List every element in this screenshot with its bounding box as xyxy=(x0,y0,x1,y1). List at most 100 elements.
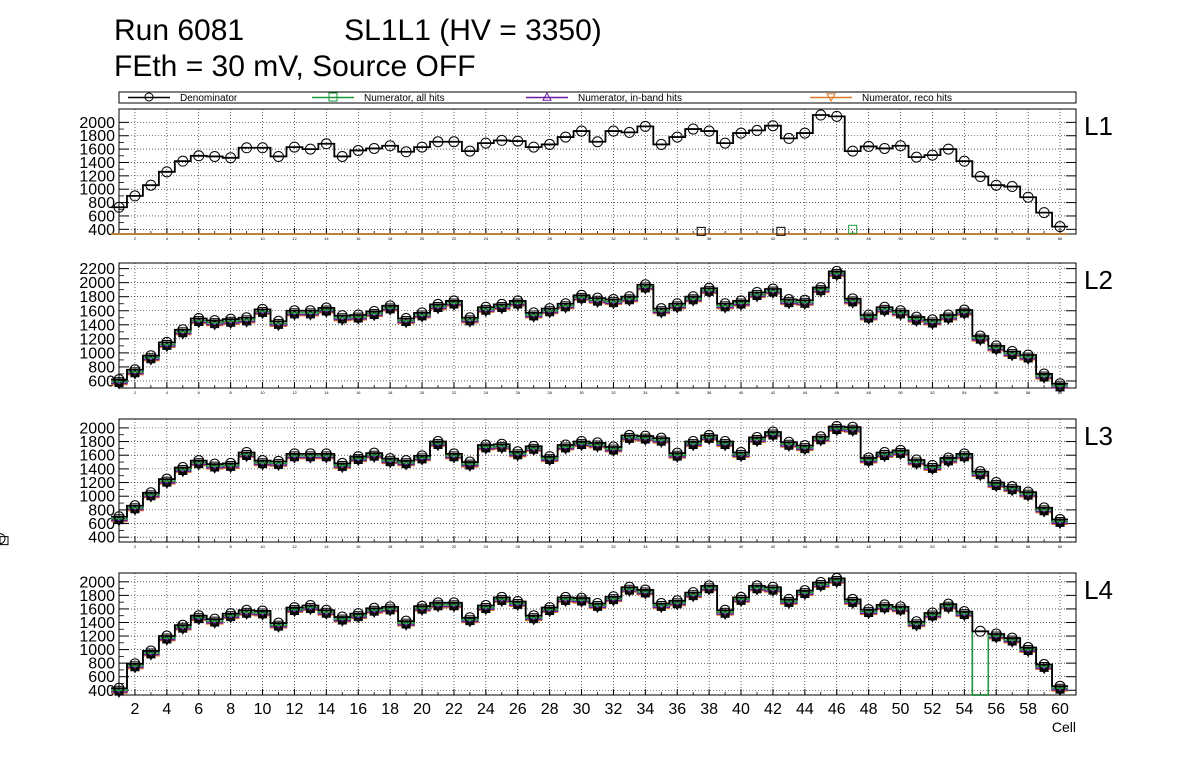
panel-l1-denominator-marker xyxy=(273,150,284,162)
panel-l1-denominator-marker xyxy=(448,136,460,148)
panel-l3-numerator-marker xyxy=(592,441,603,451)
panel-l4-numerator-marker xyxy=(289,605,299,615)
panel-l1-denominator-marker xyxy=(576,125,588,137)
panel-l1-xtick-label: 4 xyxy=(166,236,169,241)
panel-l3-denominator-marker xyxy=(448,448,460,460)
panel-l3-numerator-marker xyxy=(273,460,284,469)
panel-l3-denominator-marker xyxy=(496,438,508,450)
panel-l2-numerator-marker xyxy=(544,307,555,317)
panel-l4-numerator-marker xyxy=(1023,645,1033,655)
panel-l1-denominator-marker xyxy=(592,136,603,148)
panel-l2-denominator-marker xyxy=(544,303,556,315)
panel-l4-ytick-label: 800 xyxy=(88,656,115,673)
panel-l3-denominator-marker xyxy=(241,446,253,458)
panel-l4-numerator-marker xyxy=(512,600,523,609)
panel-l3-xtick-label: 6 xyxy=(198,544,201,549)
panel-l4-numerator-marker xyxy=(529,613,539,623)
panel-l4-numerator-marker xyxy=(497,594,507,604)
panel-l2-xtick-label: 16 xyxy=(356,390,361,395)
panel-l4-numerator-marker xyxy=(608,595,619,605)
panel-l3-denominator-marker xyxy=(464,456,476,468)
panel-l2-denominator-marker xyxy=(1022,349,1034,361)
panel-l3-numerator-marker xyxy=(193,459,204,469)
panel-l4-denominator-marker xyxy=(847,593,859,605)
panel-l2-numerator-marker xyxy=(114,378,124,388)
panel-l4-denominator-marker xyxy=(767,581,779,593)
panel-l3-numerator-marker xyxy=(433,439,443,449)
panel-l4-numerator-marker xyxy=(768,585,778,595)
panel-l3-label: L3 xyxy=(1084,421,1113,451)
panel-l3-numerator-marker xyxy=(736,450,746,460)
panel-l2-numerator-marker xyxy=(656,307,667,317)
panel-l3-numerator-marker xyxy=(114,515,124,525)
panel-l4-numerator-marker xyxy=(911,620,922,630)
panel-l4-numerator-marker xyxy=(321,607,331,617)
panel-l3-numerator-marker xyxy=(975,470,986,480)
panel-l4-xtick-label: 4 xyxy=(162,701,171,718)
panel-l3-denominator-marker xyxy=(1006,481,1018,493)
panel-l2-denominator-marker xyxy=(113,374,125,386)
panel-l4-denominator-marker xyxy=(958,606,970,618)
panel-l3-numerator-marker xyxy=(959,451,969,461)
panel-l3-numerator-marker xyxy=(975,469,985,479)
panel-l4-numerator-marker xyxy=(704,583,714,593)
panel-l3-denominator-marker xyxy=(831,421,843,433)
panel-l4-xtick-label: 34 xyxy=(636,701,654,718)
panel-l4-numerator-marker xyxy=(943,601,953,611)
panel-l2-ytick-label: 1200 xyxy=(79,331,115,348)
panel-l2-denominator-marker xyxy=(974,330,986,342)
panel-l4-numerator-marker xyxy=(959,610,970,620)
panel-l2-denominator-marker xyxy=(448,295,460,307)
panel-l3-denominator-marker xyxy=(0,533,6,545)
panel-l3-xtick-label: 34 xyxy=(643,544,648,549)
panel-l2-denominator-marker xyxy=(273,315,284,327)
panel-l4-denominator-marker xyxy=(241,604,253,616)
panel-l1-denominator-marker xyxy=(703,125,715,137)
panel-l1-denominator-marker xyxy=(671,131,683,143)
panel-l4-numerator-marker xyxy=(800,589,810,599)
panel-l3-xtick-label: 48 xyxy=(866,544,871,549)
panel-l3-xtick-label: 60 xyxy=(1058,544,1063,549)
panel-l3-numerator-marker xyxy=(417,453,427,463)
panel-l1-xtick-label: 46 xyxy=(835,236,840,241)
panel-l3-denominator-marker xyxy=(560,439,572,451)
panel-l4-xtick-label: 54 xyxy=(955,701,973,718)
panel-l3-numerator-marker xyxy=(321,452,332,462)
panel-l2-denominator-marker xyxy=(799,294,811,306)
panel-l2-xtick-label: 18 xyxy=(388,390,393,395)
panel-l2-denominator-marker xyxy=(863,309,875,321)
panel-l3-numerator-marker xyxy=(353,454,363,464)
panel-l3-denominator-marker xyxy=(895,444,907,456)
panel-l2-denominator-marker xyxy=(926,314,938,326)
title-run: Run 6081 SL1L1 (HV = 3350) xyxy=(114,14,602,47)
panel-l3-denominator-marker xyxy=(352,451,364,463)
panel-l2-xtick-label: 42 xyxy=(771,390,776,395)
panel-l3-numerator-marker xyxy=(114,514,124,524)
panel-l2-xtick-label: 26 xyxy=(516,390,521,395)
panel-l4-denominator-marker xyxy=(544,602,556,614)
panel-l2-denominator-marker xyxy=(512,295,524,307)
panel-l4-numerator-marker xyxy=(912,619,921,629)
panel-l1-denominator-marker xyxy=(209,150,221,162)
panel-l4-denominator-marker xyxy=(815,576,827,588)
panel-l2-denominator-marker xyxy=(241,312,253,324)
panel-l3-xtick-label: 54 xyxy=(962,544,967,549)
panel-l2-denominator-marker xyxy=(129,364,141,376)
panel-l4-numerator-marker xyxy=(991,632,1002,642)
panel-l4-numerator-marker xyxy=(209,617,220,627)
panel-l4-numerator-marker xyxy=(385,604,395,614)
panel-l3-denominator-marker xyxy=(639,430,651,442)
panel-l1-denominator-marker xyxy=(879,142,891,154)
panel-l4-numerator-marker xyxy=(401,619,411,629)
panel-l4-denominator-marker xyxy=(480,600,492,612)
panel-l3-numerator-marker xyxy=(704,434,714,443)
panel-l2-denominator-marker xyxy=(639,279,651,291)
panel-l4-numerator-marker xyxy=(496,596,507,605)
panel-l4-numerator-marker xyxy=(577,595,587,605)
panel-l4-numerator-marker xyxy=(241,608,252,618)
panel-l2-ytick-label: 1600 xyxy=(79,303,115,320)
panel-l2-numerator-marker xyxy=(991,344,1002,354)
panel-l4-denominator-marker xyxy=(257,605,269,617)
panel-l4-numerator-marker xyxy=(210,616,220,626)
panel-l4-numerator-marker xyxy=(465,616,475,626)
